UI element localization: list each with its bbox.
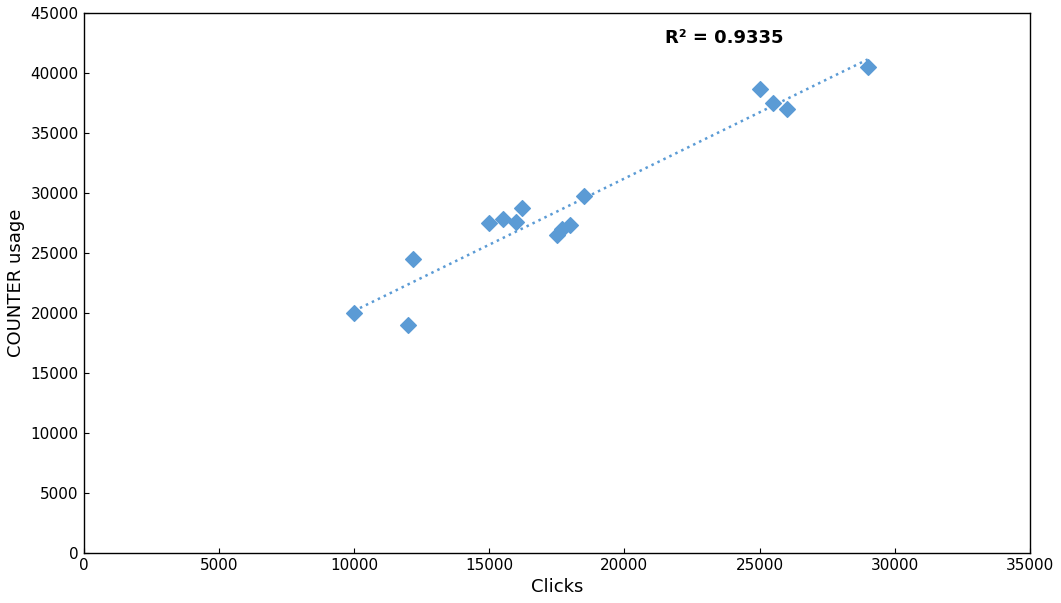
- Point: [562, 221, 579, 230]
- Y-axis label: COUNTER usage: COUNTER usage: [7, 209, 25, 357]
- Point: [346, 308, 363, 318]
- Point: [765, 98, 782, 108]
- Point: [575, 192, 592, 201]
- Point: [549, 230, 566, 239]
- Point: [481, 218, 498, 228]
- Point: [494, 215, 511, 224]
- Point: [751, 84, 768, 93]
- Point: [514, 204, 530, 213]
- Text: R² = 0.9335: R² = 0.9335: [665, 29, 783, 47]
- Point: [778, 104, 795, 114]
- Point: [405, 254, 422, 264]
- Point: [859, 62, 876, 72]
- Point: [400, 320, 417, 330]
- Point: [508, 217, 525, 227]
- Point: [554, 224, 571, 233]
- X-axis label: Clicks: Clicks: [530, 578, 582, 596]
